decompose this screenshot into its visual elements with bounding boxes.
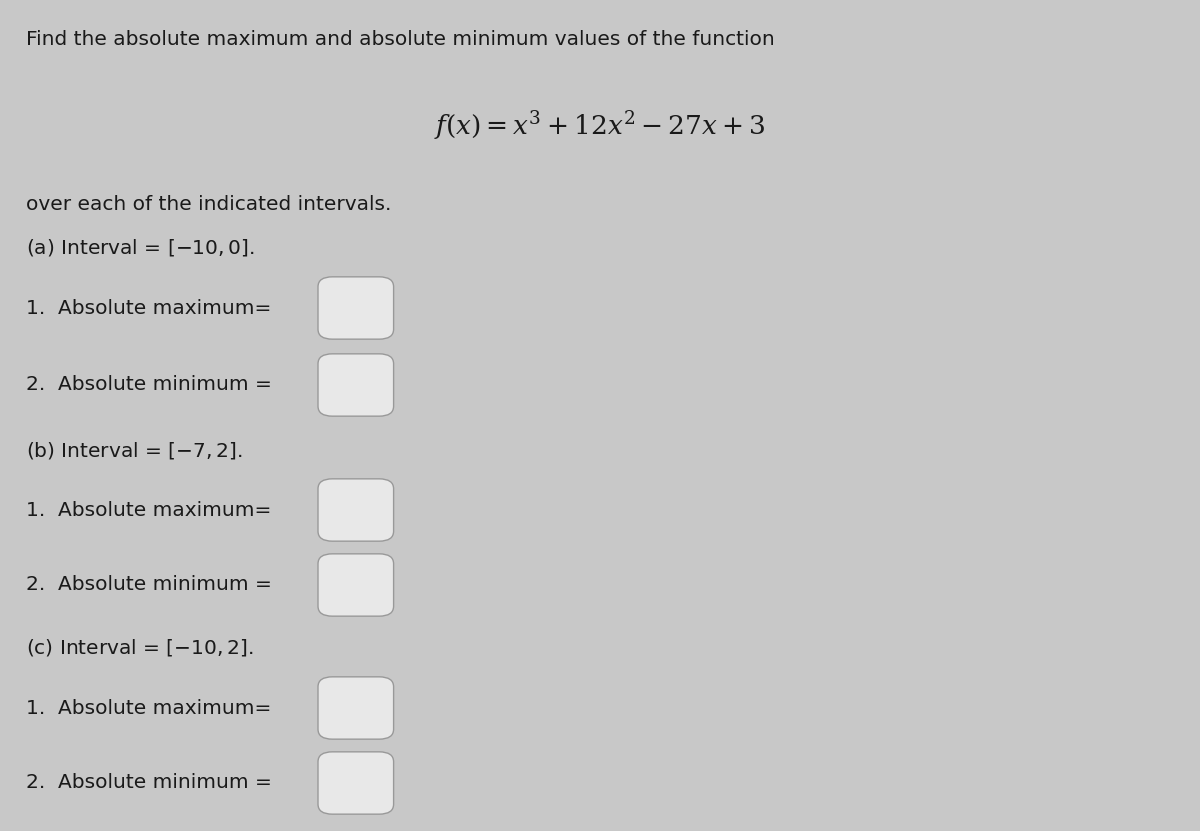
Text: 1.  Absolute maximum=: 1. Absolute maximum=: [26, 298, 271, 317]
Text: (a) Interval = $[-10, 0]$.: (a) Interval = $[-10, 0]$.: [26, 238, 256, 258]
Text: 2.  Absolute minimum =: 2. Absolute minimum =: [26, 376, 272, 395]
Text: 1.  Absolute maximum=: 1. Absolute maximum=: [26, 500, 271, 519]
Text: (b) Interval = $[-7, 2]$.: (b) Interval = $[-7, 2]$.: [26, 440, 242, 460]
Text: 2.  Absolute minimum =: 2. Absolute minimum =: [26, 774, 272, 793]
Text: 1.  Absolute maximum=: 1. Absolute maximum=: [26, 699, 271, 717]
Text: (c) Interval = $[-10, 2]$.: (c) Interval = $[-10, 2]$.: [26, 637, 254, 658]
Text: over each of the indicated intervals.: over each of the indicated intervals.: [26, 195, 391, 214]
Text: $f(x) = x^3 + 12x^2 - 27x + 3$: $f(x) = x^3 + 12x^2 - 27x + 3$: [434, 110, 766, 144]
Text: Find the absolute maximum and absolute minimum values of the function: Find the absolute maximum and absolute m…: [26, 30, 775, 49]
Text: 2.  Absolute minimum =: 2. Absolute minimum =: [26, 576, 272, 594]
